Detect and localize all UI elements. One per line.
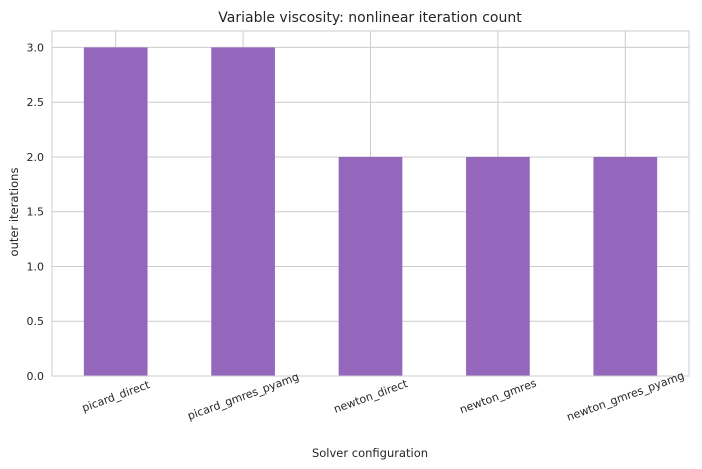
y-tick-label: 3.0: [27, 41, 45, 54]
chart-title: Variable viscosity: nonlinear iteration …: [218, 10, 522, 26]
y-tick-label: 2.5: [27, 96, 45, 109]
y-tick-label: 1.5: [27, 206, 45, 219]
bar-newton_gmres: [466, 156, 530, 376]
y-tick-label: 0.0: [27, 370, 45, 383]
y-ticks: 0.0 0.5 1.0 1.5 2.0 2.5 3.0: [27, 41, 45, 383]
x-tick-label: newton_direct: [332, 377, 410, 416]
y-tick-label: 1.0: [27, 260, 45, 273]
bar-picard_gmres_pyamg: [211, 47, 275, 377]
x-tick-label: newton_gmres: [458, 376, 539, 416]
y-tick-label: 0.5: [27, 315, 45, 328]
x-tick-label: picard_direct: [80, 378, 152, 415]
y-tick-label: 2.0: [27, 151, 45, 164]
y-axis-label: outer iterations: [7, 168, 21, 257]
bar-picard_direct: [83, 47, 148, 377]
bar-newton_direct: [338, 156, 403, 376]
bar-newton_gmres_pyamg: [593, 156, 658, 376]
x-tick-label: picard_gmres_pyamg: [186, 370, 301, 422]
x-axis-label: Solver configuration: [312, 446, 428, 460]
x-tick-label: newton_gmres_pyamg: [565, 369, 686, 424]
plot-frame: [51, 30, 690, 377]
bars: [83, 47, 658, 377]
x-ticks: picard_direct picard_gmres_pyamg newton_di…: [80, 369, 686, 424]
